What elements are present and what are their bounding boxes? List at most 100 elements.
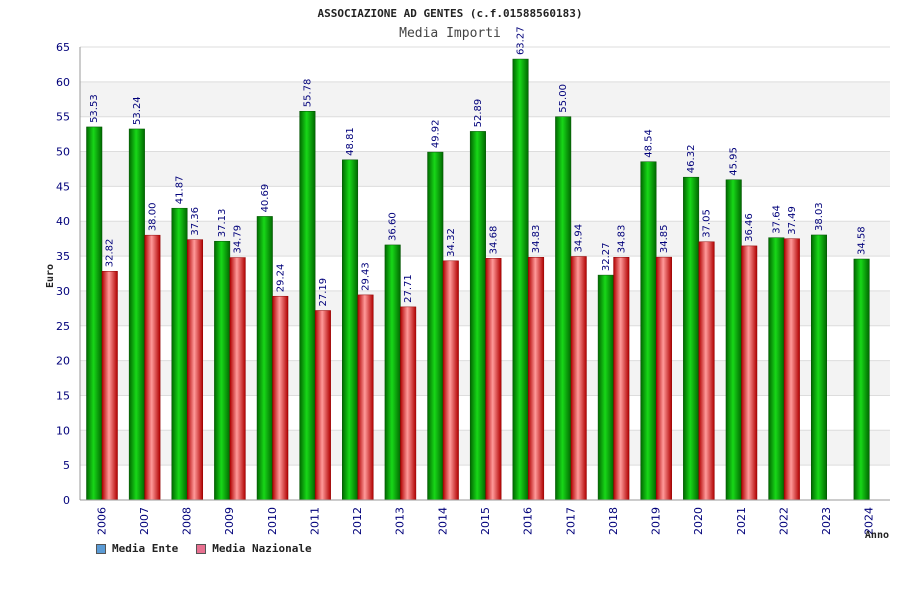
bar-media-ente <box>256 216 273 501</box>
data-label: 52.89 <box>473 99 484 128</box>
bar-media-ente <box>640 161 657 501</box>
data-label: 48.54 <box>643 129 654 158</box>
data-label: 34.83 <box>531 225 542 254</box>
y-tick-label: 35 <box>56 250 70 263</box>
data-label: 55.00 <box>558 84 569 113</box>
data-label: 38.03 <box>814 202 825 231</box>
bar-media-ente <box>597 274 614 501</box>
x-tick-label: 2021 <box>735 507 748 535</box>
legend-swatch-media-nazionale <box>196 543 207 554</box>
y-tick-label: 50 <box>56 146 70 159</box>
bar-media-ente <box>853 258 870 501</box>
x-tick-label: 2017 <box>564 507 577 535</box>
data-label: 46.32 <box>686 145 697 174</box>
y-tick-label: 0 <box>63 494 70 507</box>
x-tick-label: 2009 <box>223 507 236 535</box>
data-label: 29.43 <box>361 262 372 291</box>
x-tick-label: 2015 <box>479 507 492 535</box>
data-label: 29.24 <box>275 264 286 293</box>
data-label: 45.95 <box>729 147 740 176</box>
data-label: 34.32 <box>446 228 457 257</box>
legend-item-media-ente: Media Ente <box>96 542 178 555</box>
data-label: 37.49 <box>787 206 798 235</box>
x-tick-label: 2008 <box>181 507 194 535</box>
x-tick-label: 2014 <box>436 507 449 535</box>
data-label: 40.69 <box>260 184 271 213</box>
data-label: 36.60 <box>388 212 399 241</box>
bar-media-ente <box>342 159 359 501</box>
data-label: 53.53 <box>89 94 100 123</box>
x-tick-label: 2018 <box>607 507 620 535</box>
x-tick-label: 2011 <box>308 507 321 535</box>
bar-media-nazionale <box>144 234 161 501</box>
data-label: 53.24 <box>132 96 143 125</box>
data-label: 49.92 <box>430 119 441 148</box>
data-label: 34.83 <box>616 225 627 254</box>
data-label: 48.81 <box>345 127 356 156</box>
data-labels: 53.53 32.82 53.24 38.00 41.87 37.36 37.13 34.79… <box>89 26 867 306</box>
data-label: 34.58 <box>857 226 868 255</box>
chart-title: ASSOCIAZIONE AD GENTES (c.f.01588560183) <box>318 7 583 20</box>
y-axis-label: Euro <box>45 264 56 288</box>
data-label: 32.82 <box>105 239 116 268</box>
x-tick-label: 2022 <box>777 507 790 535</box>
data-label: 34.94 <box>574 224 585 253</box>
x-tick-label: 2020 <box>692 507 705 535</box>
bar-media-ente <box>299 111 316 501</box>
x-tick-label: 2007 <box>138 507 151 535</box>
bar-media-ente <box>171 207 188 501</box>
x-tick-label: 2013 <box>394 507 407 535</box>
y-tick-label: 25 <box>56 320 70 333</box>
x-tick-label: 2012 <box>351 507 364 535</box>
bar-media-nazionale <box>357 294 374 501</box>
y-tick-label: 55 <box>56 111 70 124</box>
x-axis-ticks: 2006 2007 2008 2009 2010 2011 2012 2013 2014 2015… <box>95 507 875 535</box>
data-label: 36.46 <box>744 213 755 242</box>
bar-media-nazionale <box>101 271 118 501</box>
bar-media-nazionale <box>400 306 417 501</box>
bar-media-nazionale <box>655 256 672 501</box>
bar-media-nazionale <box>528 257 545 501</box>
x-tick-label: 2024 <box>863 507 876 535</box>
grid-band <box>80 47 890 82</box>
x-axis-label: Anno <box>865 530 889 541</box>
data-label: 63.27 <box>516 26 527 55</box>
bar-media-nazionale <box>485 258 502 501</box>
x-tick-label: 2016 <box>522 507 535 535</box>
data-label: 27.71 <box>403 274 414 303</box>
bar-media-ente <box>555 116 572 501</box>
data-label: 38.00 <box>147 203 158 232</box>
bar-media-nazionale <box>613 257 630 501</box>
bar-media-nazionale <box>187 239 204 501</box>
bar-media-ente <box>86 126 103 501</box>
y-tick-label: 10 <box>56 424 70 437</box>
y-tick-label: 45 <box>56 180 70 193</box>
bar-media-ente <box>768 237 785 501</box>
y-axis-ticks: 0 5 10 15 20 25 30 35 40 45 50 55 60 65 <box>56 41 70 507</box>
bar-media-ente <box>683 176 700 501</box>
bar-media-ente <box>214 240 231 501</box>
bar-media-ente <box>725 179 742 501</box>
data-label: 27.19 <box>318 278 329 307</box>
x-tick-label: 2010 <box>266 507 279 535</box>
y-tick-label: 15 <box>56 389 70 402</box>
x-tick-label: 2019 <box>650 507 663 535</box>
chart-subtitle: Media Importi <box>399 26 501 41</box>
bar-media-nazionale <box>783 238 800 501</box>
legend-item-media-nazionale: Media Nazionale <box>196 542 312 555</box>
data-label: 37.64 <box>771 205 782 234</box>
data-label: 34.68 <box>488 226 499 255</box>
y-tick-label: 30 <box>56 285 70 298</box>
data-label: 37.36 <box>190 207 201 236</box>
x-tick-label: 2023 <box>820 507 833 535</box>
bar-media-nazionale <box>229 257 246 501</box>
data-label: 32.27 <box>601 242 612 271</box>
bar-media-ente <box>384 244 401 501</box>
bar-media-ente <box>469 131 486 501</box>
legend: Media Ente Media Nazionale <box>96 542 312 555</box>
bar-media-ente <box>427 151 444 501</box>
data-label: 34.79 <box>233 225 244 254</box>
bar-media-ente <box>512 58 529 501</box>
bar-media-ente <box>128 128 145 501</box>
bar-media-nazionale <box>570 256 587 501</box>
